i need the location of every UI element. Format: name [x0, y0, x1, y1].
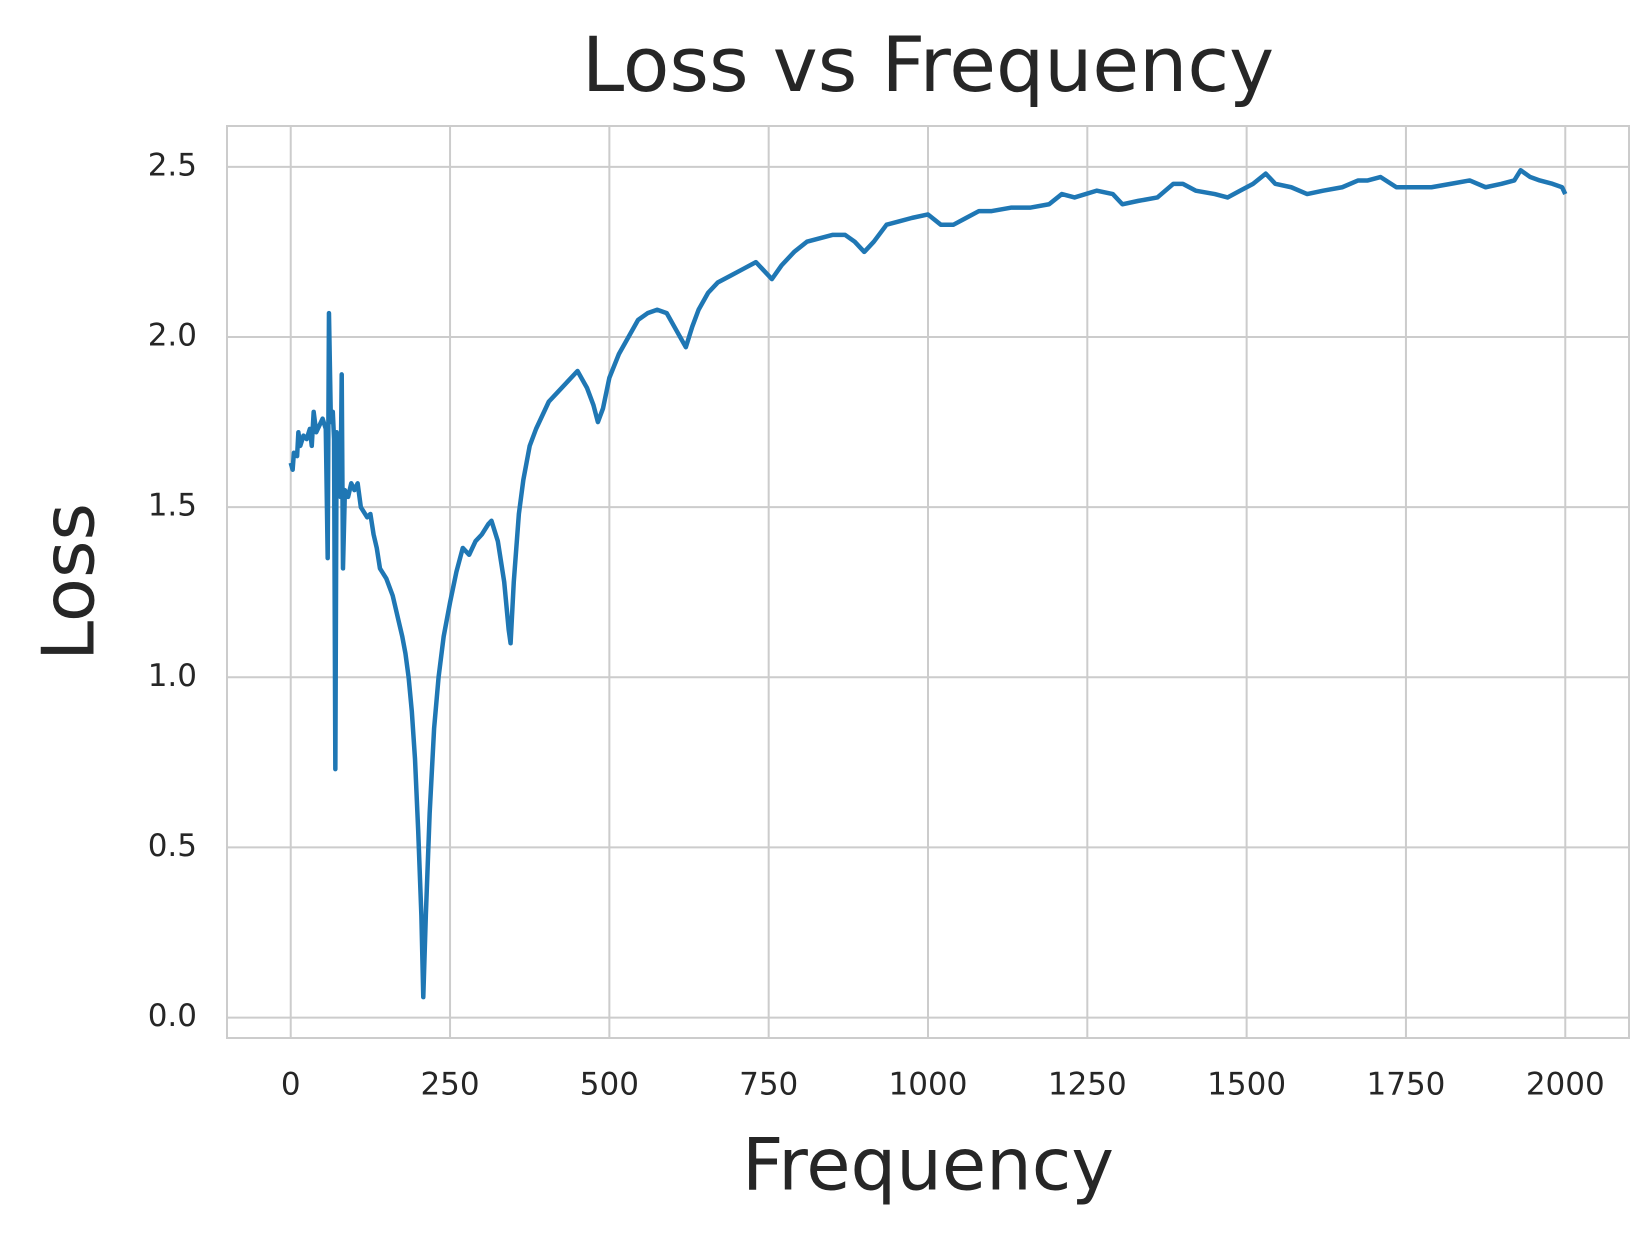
x-tick-label: 1000: [889, 1067, 968, 1103]
x-tick-label: 1750: [1367, 1067, 1446, 1103]
x-tick-label: 750: [739, 1067, 798, 1103]
x-tick-label: 500: [580, 1067, 639, 1103]
x-tick-label: 0: [281, 1067, 301, 1103]
x-tick-label: 250: [420, 1067, 479, 1103]
chart-title: Loss vs Frequency: [582, 20, 1274, 109]
y-tick-label: 0.0: [148, 998, 197, 1034]
y-tick-label: 1.0: [148, 658, 197, 694]
x-axis-label: Frequency: [742, 1123, 1114, 1207]
y-axis-label: Loss: [27, 503, 111, 661]
plot-frame: [226, 125, 1630, 1039]
x-tick-label: 1250: [1048, 1067, 1127, 1103]
data-line: [288, 167, 1568, 1000]
y-tick-label: 2.5: [148, 147, 197, 183]
y-tick-label: 0.5: [148, 828, 197, 864]
y-tick-label: 2.0: [148, 317, 197, 353]
y-tick-label: 1.5: [148, 488, 197, 524]
x-tick-label: 2000: [1526, 1067, 1605, 1103]
x-tick-label: 1500: [1207, 1067, 1286, 1103]
